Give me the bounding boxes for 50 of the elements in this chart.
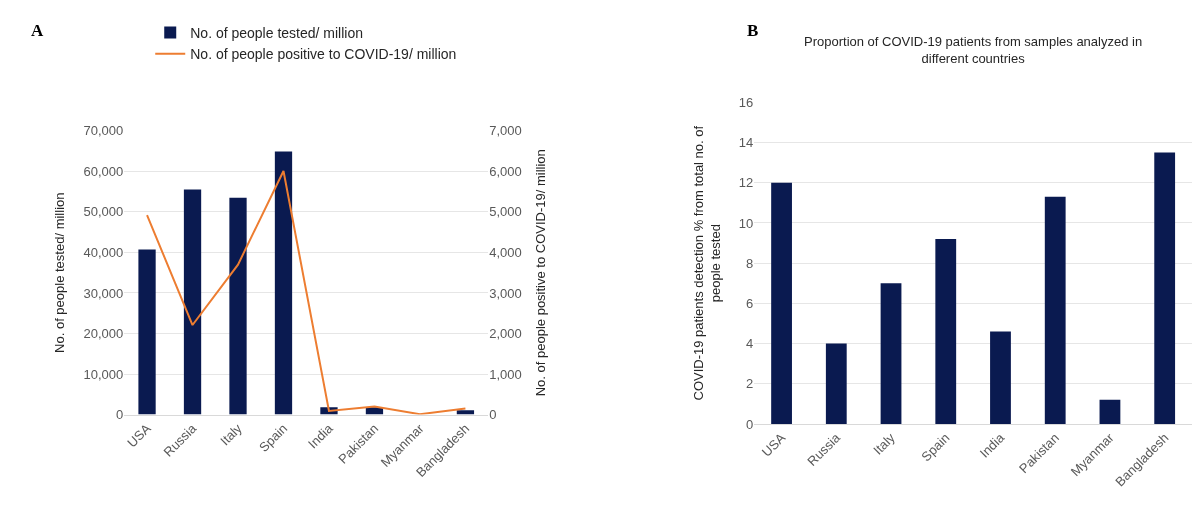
y-tick-label: 30,000 bbox=[83, 285, 124, 301]
y-tick-label: 50,000 bbox=[83, 204, 124, 220]
bar bbox=[138, 249, 156, 415]
y-axis-title: No. of people tested/ million bbox=[52, 192, 68, 353]
bar bbox=[935, 239, 957, 424]
y-tick-label: 14 bbox=[738, 135, 754, 151]
x-tick-label: Italy bbox=[870, 429, 899, 458]
text: A bbox=[31, 21, 44, 40]
y-tick-label: 10 bbox=[738, 215, 754, 231]
y2-tick-label: 1,000 bbox=[489, 366, 522, 382]
line-series bbox=[146, 169, 467, 415]
bar bbox=[1154, 152, 1176, 424]
y-tick-label: 0 bbox=[116, 407, 124, 423]
legend-label: No. of people tested/ million bbox=[190, 24, 363, 41]
bar bbox=[1099, 399, 1121, 424]
y-tick-label: 10,000 bbox=[83, 366, 124, 382]
y-tick-label: 70,000 bbox=[83, 123, 124, 139]
bar bbox=[183, 189, 202, 415]
y2-tick-label: 7,000 bbox=[489, 123, 522, 139]
y-tick-label: 0 bbox=[745, 416, 754, 432]
y-tick-label: 6 bbox=[745, 295, 754, 311]
y-tick-label: 16 bbox=[738, 94, 754, 110]
bar bbox=[229, 197, 247, 415]
y2-tick-label: 5,000 bbox=[489, 204, 522, 220]
y2-tick-label: 6,000 bbox=[489, 163, 522, 179]
bar bbox=[880, 283, 902, 424]
y-tick-label: 2 bbox=[745, 376, 754, 392]
y-tick-label: 4 bbox=[745, 336, 754, 352]
bar bbox=[771, 182, 792, 424]
bar bbox=[990, 331, 1011, 424]
bar bbox=[825, 343, 847, 424]
y2-tick-label: 0 bbox=[489, 407, 497, 423]
y2-tick-label: 2,000 bbox=[489, 326, 522, 342]
y-tick-label: 60,000 bbox=[83, 163, 124, 179]
y-tick-label: 12 bbox=[738, 175, 754, 191]
y-tick-label: 8 bbox=[745, 255, 754, 271]
y2-axis-title: No. of people positive to COVID-19/ million bbox=[533, 149, 549, 397]
x-tick-label: USA bbox=[124, 420, 154, 451]
x-tick-label: Italy bbox=[217, 420, 246, 449]
y2-tick-label: 4,000 bbox=[489, 245, 522, 260]
text: B bbox=[747, 21, 759, 40]
y-tick-label: 20,000 bbox=[83, 326, 124, 342]
y2-tick-label: 3,000 bbox=[489, 285, 522, 301]
bar bbox=[274, 151, 293, 415]
x-tick-label: USA bbox=[758, 429, 789, 460]
bar bbox=[1044, 196, 1066, 424]
y-axis-title: COVID-19 patients detection % from total no. of people tested bbox=[690, 125, 723, 401]
legend-label: No. of people positive to COVID-19/ million bbox=[190, 46, 457, 63]
chart-title: Proportion of COVID-19 patients from samples analyzed in different countries bbox=[804, 34, 1143, 66]
y-tick-label: 40,000 bbox=[83, 245, 124, 260]
